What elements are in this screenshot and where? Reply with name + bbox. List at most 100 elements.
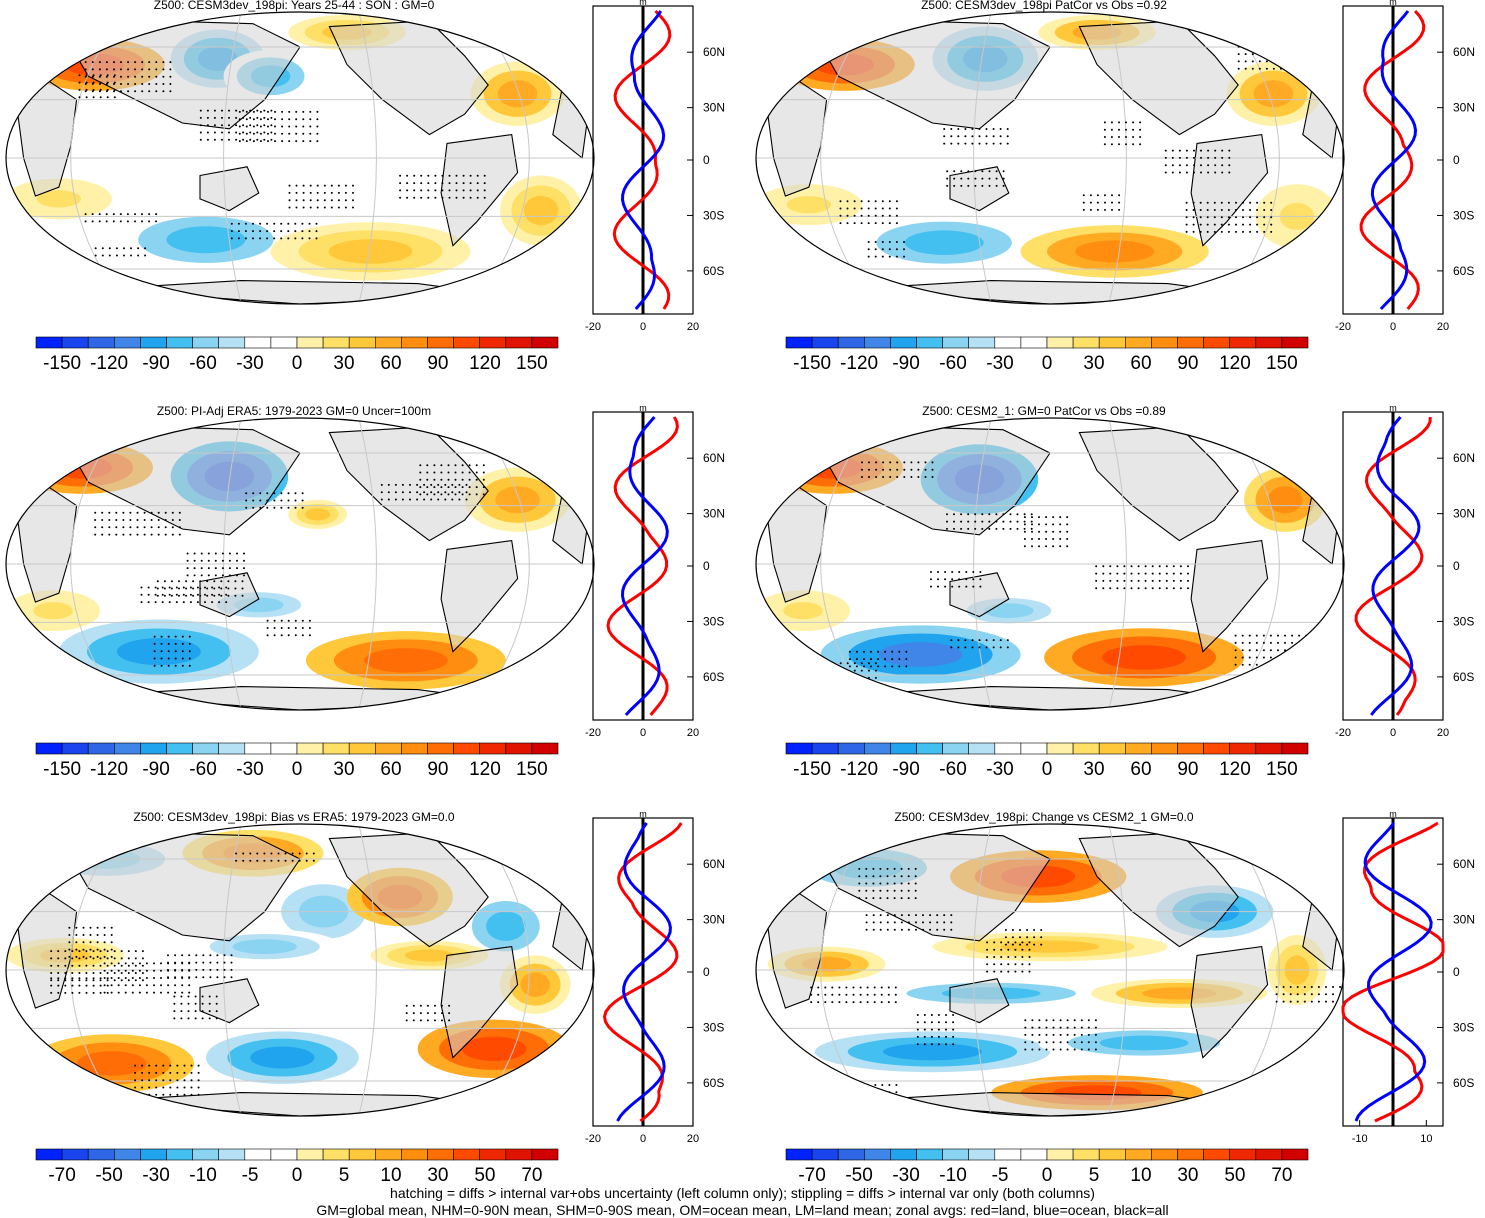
- land-outline: [440, 133, 519, 247]
- colorbar-label: 30: [427, 1165, 448, 1186]
- profile-ytick-label: 30N: [1453, 507, 1475, 521]
- colorbar-cell: [1046, 742, 1074, 755]
- colorbar-cell: [1203, 742, 1230, 755]
- colorbar-cell: [479, 1148, 507, 1161]
- colorbar-cell: [166, 742, 193, 755]
- footer-line-1: hatching = diffs > internal var+obs unce…: [390, 1185, 1095, 1201]
- profile-ytick-label: 0: [703, 153, 710, 167]
- colorbar-label: -5: [992, 1165, 1009, 1186]
- profile-ytick-label: 30S: [1453, 208, 1474, 222]
- colorbar-label: 150: [516, 759, 548, 780]
- anomaly-contour: [883, 1043, 982, 1061]
- colorbar-cell: [994, 742, 1022, 755]
- colorbar-cell: [942, 336, 969, 349]
- colorbar-cell: [916, 336, 943, 349]
- colorbar-cell: [192, 1148, 220, 1161]
- colorbar-cell: [1281, 336, 1309, 349]
- colorbar-cell: [1229, 1148, 1257, 1161]
- colorbar-label: -70: [798, 1165, 825, 1186]
- colorbar-cell: [942, 1148, 969, 1161]
- land-outline: [1078, 20, 1239, 136]
- colorbar-cell: [1203, 336, 1230, 349]
- colorbar-cell: [427, 1148, 454, 1161]
- colorbar-cell: [296, 336, 324, 349]
- colorbar-cell: [1020, 1148, 1048, 1161]
- profile-xtick-label: 0: [1390, 727, 1396, 739]
- colorbar-cell: [427, 336, 454, 349]
- map-border: [5, 417, 595, 711]
- colorbar-cell: [61, 742, 89, 755]
- colorbar-cell: [270, 336, 298, 349]
- colorbar-cell: [1255, 336, 1283, 349]
- map-border: [755, 11, 1345, 305]
- colorbar-cell: [114, 336, 141, 349]
- colorbar-cell: [453, 742, 481, 755]
- land-outline: [63, 426, 301, 536]
- colorbar-label: -10: [939, 1165, 966, 1186]
- anomaly-contour: [232, 939, 297, 954]
- colorbar-cell: [166, 1148, 193, 1161]
- colorbar-cell: [270, 742, 298, 755]
- colorbar-label: -120: [840, 353, 878, 374]
- stippling: [825, 461, 1322, 687]
- colorbar-cell: [1203, 1148, 1230, 1161]
- colorbar-label: 60: [380, 759, 401, 780]
- map-border: [755, 823, 1345, 1117]
- land-outline: [63, 20, 301, 130]
- colorbar-cell: [1020, 742, 1048, 755]
- profile-ytick-label: 60S: [1453, 1076, 1474, 1090]
- colorbar-label: 90: [427, 353, 448, 374]
- profile-line-land: [1359, 10, 1426, 310]
- colorbar-label: 30: [333, 759, 354, 780]
- profile-line-ocean: [620, 10, 666, 310]
- profile-line-ocean: [1370, 10, 1418, 311]
- profile-ytick-label: 0: [1453, 559, 1460, 573]
- land-outline: [813, 832, 1051, 942]
- colorbar-cell: [890, 336, 917, 349]
- anomaly-contour: [523, 195, 559, 226]
- anomaly-contour: [486, 911, 526, 941]
- anomaly-contour: [1253, 80, 1294, 108]
- land-outline: [949, 572, 1010, 618]
- colorbar-cell: [531, 336, 559, 349]
- colorbar-label: 0: [292, 1165, 303, 1186]
- colorbar-label: 10: [1130, 1165, 1151, 1186]
- panel-title: Z500: CESM3dev_198pi: Bias vs ERA5: 1979…: [133, 810, 455, 824]
- colorbar-cell: [942, 742, 969, 755]
- profile-xtick-label: 20: [687, 727, 699, 739]
- colorbar-cell: [322, 742, 350, 755]
- colorbar-label: -150: [793, 353, 831, 374]
- colorbar-cell: [296, 742, 324, 755]
- colorbar-label: -30: [236, 353, 263, 374]
- land-outline: [949, 166, 1010, 212]
- colorbar-cell: [1072, 336, 1100, 349]
- colorbar-label: -30: [142, 1165, 169, 1186]
- colorbar-cell: [994, 336, 1022, 349]
- profile-ytick-label: 60N: [703, 857, 725, 871]
- colorbar-label: 120: [469, 353, 501, 374]
- colorbar-label: -120: [840, 759, 878, 780]
- colorbar-cell: [166, 336, 193, 349]
- map-area: [756, 824, 1344, 1116]
- colorbar-cell: [505, 336, 533, 349]
- colorbar-label: 60: [1130, 353, 1151, 374]
- profile-line-ocean: [1370, 416, 1421, 716]
- colorbar: -150 -120 -90 -60 -30 0 30 60 90 120 150: [785, 336, 1309, 374]
- zonal-profile: -20 0 20 m 60N 30N 0 30S 60S: [1335, 0, 1475, 333]
- colorbar-label: -50: [845, 1165, 872, 1186]
- colorbar-cell: [1281, 742, 1309, 755]
- colorbar-cell: [890, 742, 917, 755]
- land-outline: [1190, 945, 1269, 1059]
- longitude-gridline: [223, 418, 242, 710]
- colorbar-cell: [1046, 1148, 1074, 1161]
- profile-xtick-label: -20: [585, 321, 601, 333]
- profile-ytick-label: 30S: [1453, 614, 1474, 628]
- colorbar-cell: [479, 742, 507, 755]
- anomaly-contour: [33, 602, 73, 620]
- colorbar-cell: [837, 336, 865, 349]
- profile-ytick-label: 60S: [1453, 264, 1474, 278]
- profile-xtick-label: -20: [1335, 321, 1351, 333]
- anomaly-contour: [783, 602, 823, 620]
- colorbar-label: -70: [48, 1165, 75, 1186]
- colorbar-label: -60: [939, 759, 966, 780]
